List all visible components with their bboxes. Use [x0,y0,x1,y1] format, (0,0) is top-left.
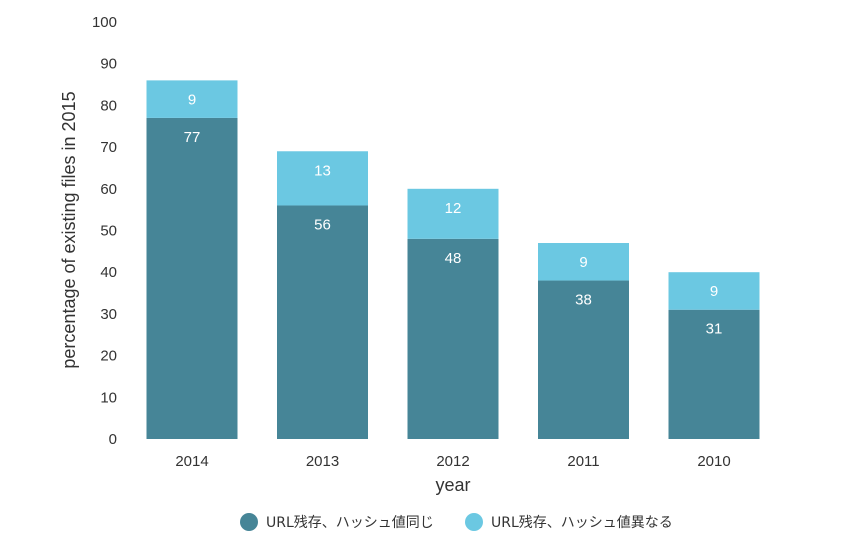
x-axis: 2014 2013 2012 2011 2010 [175,453,730,470]
y-tick-label: 30 [100,306,117,323]
y-tick-label: 50 [100,223,117,240]
legend: URL残存、ハッシュ値同じ URL残存、ハッシュ値異なる [240,513,673,531]
bar-value-label: 77 [184,129,201,146]
bar-segment [407,238,499,439]
y-tick-label: 10 [100,389,117,406]
x-axis-title: year [435,475,470,495]
y-tick-label: 70 [100,139,117,156]
bar-value-label: 13 [314,162,331,179]
bar-value-label: 56 [314,216,331,233]
legend-label: URL残存、ハッシュ値異なる [491,515,673,531]
bar-segment [668,272,760,310]
y-axis: 0 10 20 30 40 50 60 70 80 90 100 [92,14,117,448]
x-tick-label: 2010 [697,453,730,470]
y-tick-label: 60 [100,181,117,198]
bar-value-label: 48 [445,250,462,267]
bar-value-label: 9 [579,254,587,271]
bar-segment [277,205,368,439]
y-tick-label: 90 [100,56,117,73]
x-tick-label: 2013 [306,453,339,470]
bar-value-label: 9 [188,91,196,108]
bar-segment [538,243,629,281]
y-tick-label: 40 [100,264,117,281]
y-axis-title: percentage of existing files in 2015 [59,91,79,368]
bar-segment [407,188,499,239]
bar-segment [277,151,368,206]
bar-segment [668,309,760,439]
legend-label: URL残存、ハッシュ値同じ [266,515,434,531]
y-tick-label: 100 [92,14,117,31]
bar-segment [146,117,238,439]
legend-marker [465,513,483,531]
bar-value-label: 38 [575,292,592,309]
bar-segment [146,80,238,118]
x-tick-label: 2012 [436,453,469,470]
y-tick-label: 20 [100,348,117,365]
x-tick-label: 2011 [567,453,599,470]
bar-value-label: 9 [710,283,718,300]
y-tick-label: 0 [109,431,117,448]
y-tick-label: 80 [100,97,117,114]
legend-marker [240,513,258,531]
x-tick-label: 2014 [175,453,208,470]
bar-segment [538,280,629,439]
bar-value-label: 31 [706,321,723,338]
bar-value-label: 12 [445,200,462,217]
bars: 77 9 56 13 48 12 38 9 31 9 [146,80,760,439]
